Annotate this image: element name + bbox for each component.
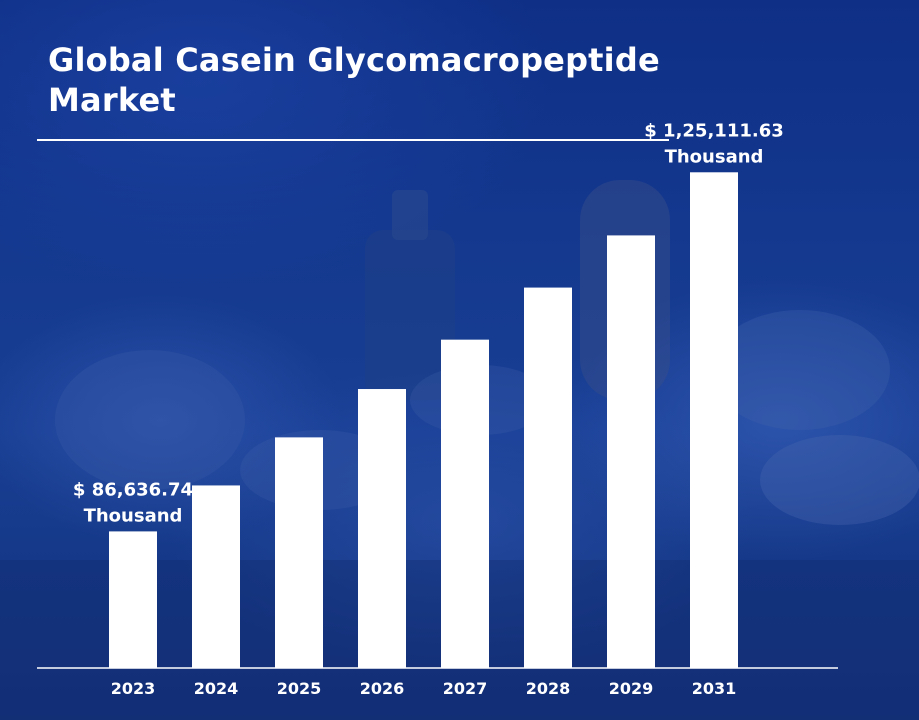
bar-2024 <box>192 485 240 668</box>
bar-2028 <box>524 287 572 668</box>
data-label-2031: $ 1,25,111.63 Thousand <box>644 120 784 167</box>
bar-2026 <box>358 389 406 668</box>
x-tick-2026: 2026 <box>360 679 405 698</box>
x-tick-2031: 2031 <box>692 679 737 698</box>
bar-2027 <box>441 339 489 668</box>
x-tick-2024: 2024 <box>194 679 239 698</box>
bar-2031 <box>690 172 738 669</box>
bar-2025 <box>275 437 323 668</box>
bar-2023 <box>109 531 157 668</box>
data-label-2023: $ 86,636.74 Thousand <box>73 479 193 526</box>
bar-2029 <box>607 235 655 668</box>
x-tick-2023: 2023 <box>111 679 156 698</box>
data-labels: $ 86,636.74 Thousand $ 1,25,111.63 Thousand <box>73 120 784 526</box>
x-tick-2025: 2025 <box>277 679 322 698</box>
x-tick-2028: 2028 <box>526 679 571 698</box>
chart-title: Global Casein Glycomacropeptide Market <box>48 41 660 119</box>
bars-group <box>109 172 738 669</box>
x-tick-labels: 2023 2024 2025 2026 2027 2028 2029 2031 <box>111 679 737 698</box>
x-tick-2027: 2027 <box>443 679 488 698</box>
x-tick-2029: 2029 <box>609 679 654 698</box>
title-underline <box>37 139 669 141</box>
